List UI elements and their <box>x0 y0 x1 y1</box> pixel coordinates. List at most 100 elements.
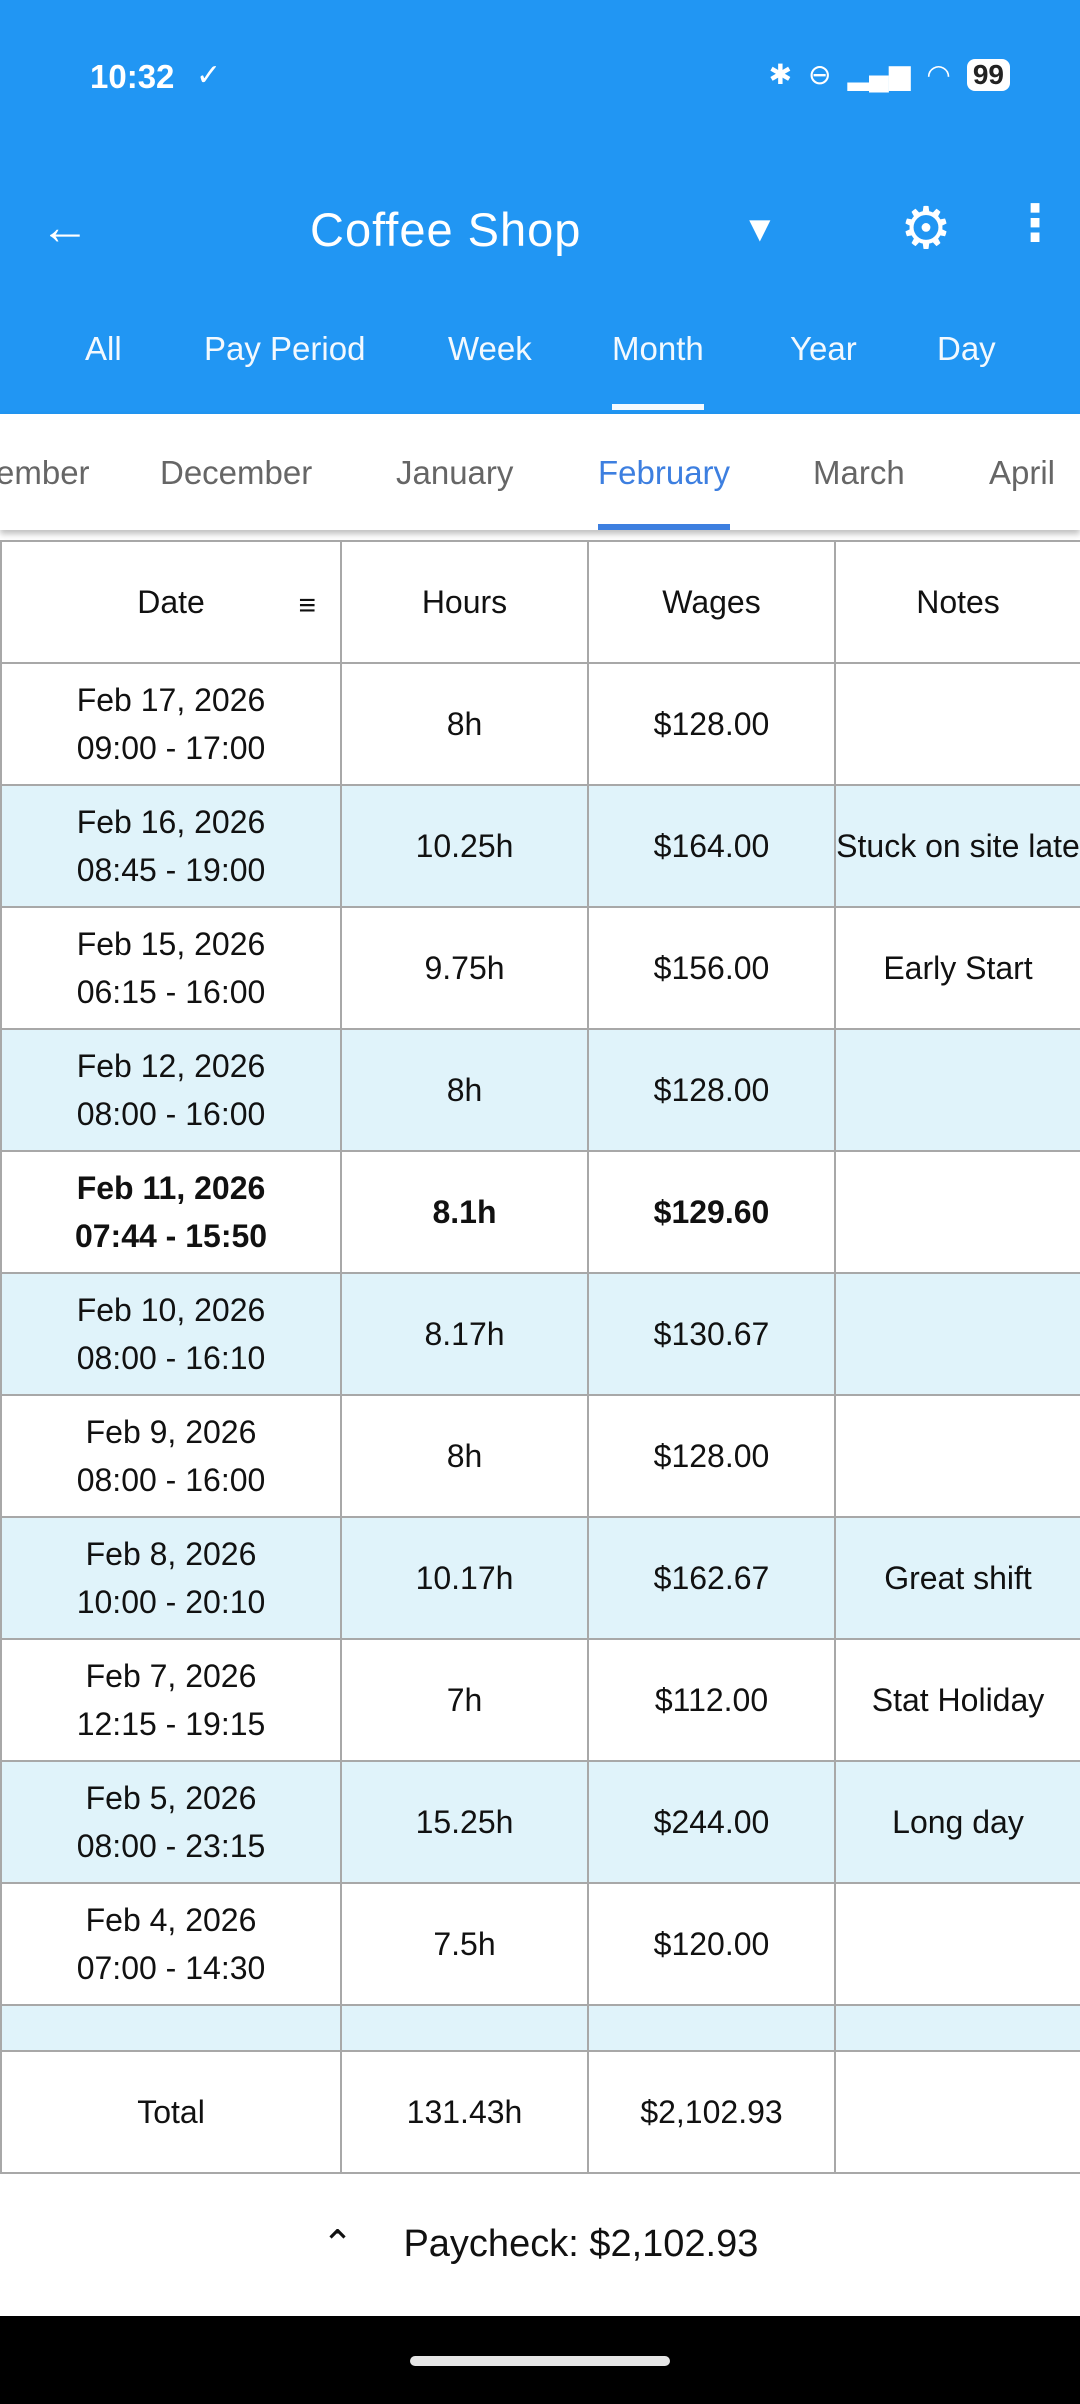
wages-cell: $130.67 <box>587 1272 836 1396</box>
wages-cell: $120.00 <box>587 1882 836 2006</box>
shift-date: Feb 15, 2026 <box>76 926 266 962</box>
signal-icon: ▂▄▆ <box>847 59 911 90</box>
dropdown-triangle-icon[interactable]: ▼ <box>742 208 778 249</box>
period-tabs: All Pay Period Week Month Year Day <box>0 330 1080 414</box>
month-tab-january[interactable]: January <box>396 454 514 491</box>
notes-cell <box>834 1882 1080 2006</box>
table-row[interactable]: Feb 17, 2026 09:00 - 17:00 8h $128.00 <box>0 662 1080 786</box>
date-cell: Feb 17, 2026 09:00 - 17:00 <box>0 662 342 786</box>
notes-cell <box>834 1028 1080 1152</box>
back-arrow-icon[interactable]: ← <box>40 199 90 255</box>
status-bar: 10:32 ✓ ✱ ⊖ ▂▄▆ ◠ 99 <box>0 52 1080 108</box>
wages-cell: $164.00 <box>587 784 836 908</box>
notes-cell: Early Start <box>834 906 1080 1030</box>
shift-date: Feb 9, 2026 <box>85 1414 257 1450</box>
shift-date: Feb 12, 2026 <box>76 1048 266 1084</box>
date-cell: Feb 5, 2026 08:00 - 23:15 <box>0 1760 342 1884</box>
hours-cell <box>340 2004 589 2050</box>
wifi-icon: ◠ <box>926 59 951 90</box>
header-notes: Notes <box>834 540 1080 664</box>
month-tab-november[interactable]: ember <box>0 454 90 491</box>
hours-cell: 7h <box>340 1638 589 1762</box>
wages-cell: $128.00 <box>587 662 836 786</box>
tab-year[interactable]: Year <box>790 330 857 367</box>
tab-all[interactable]: All <box>85 330 122 367</box>
table-row[interactable]: Feb 4, 2026 07:00 - 14:30 7.5h $120.00 <box>0 1882 1080 2006</box>
date-cell: Feb 10, 2026 08:00 - 16:10 <box>0 1272 342 1396</box>
header-date-label: Date <box>137 584 205 620</box>
table-row[interactable]: Feb 10, 2026 08:00 - 16:10 8.17h $130.67 <box>0 1272 1080 1396</box>
gear-icon[interactable]: ⚙ <box>900 196 952 261</box>
total-wages: $2,102.93 <box>587 2050 836 2174</box>
shift-date: Feb 5, 2026 <box>85 1780 257 1816</box>
header-wages: Wages <box>587 540 836 664</box>
shift-time: 08:00 - 16:00 <box>76 1462 266 1498</box>
job-selector-title[interactable]: Coffee Shop <box>310 203 582 256</box>
shift-date: Feb 7, 2026 <box>85 1658 257 1694</box>
table-row[interactable]: Feb 5, 2026 08:00 - 23:15 15.25h $244.00 … <box>0 1760 1080 1884</box>
notes-cell <box>834 1150 1080 1274</box>
paycheck-label: Paycheck: $2,102.93 <box>403 2222 759 2265</box>
wages-cell: $128.00 <box>587 1394 836 1518</box>
chevron-up-icon[interactable]: ⌃ <box>321 2223 354 2266</box>
hours-cell: 9.75h <box>340 906 589 1030</box>
header-date[interactable]: Date ≡ <box>0 540 342 664</box>
more-vert-icon[interactable]: ⋮ <box>1010 195 1060 251</box>
total-label: Total <box>0 2050 342 2174</box>
shift-date: Feb 3, 2026 <box>3 2042 339 2050</box>
hours-cell: 15.25h <box>340 1760 589 1884</box>
shift-date: Feb 16, 2026 <box>76 804 266 840</box>
sort-icon[interactable]: ≡ <box>298 589 316 622</box>
month-tabs: ember December January February March Ap… <box>0 414 1080 530</box>
tab-day[interactable]: Day <box>937 330 996 367</box>
notes-cell: Stuck on site late <box>834 784 1080 908</box>
shift-time: 08:00 - 16:10 <box>76 1340 266 1376</box>
table-row[interactable]: Feb 7, 2026 12:15 - 19:15 7h $112.00 Stat… <box>0 1638 1080 1762</box>
month-tab-december[interactable]: December <box>160 454 313 491</box>
shift-date: Feb 17, 2026 <box>76 682 266 718</box>
tab-month[interactable]: Month <box>612 330 704 410</box>
wages-cell: $244.00 <box>587 1760 836 1884</box>
shift-date: Feb 10, 2026 <box>76 1292 266 1328</box>
home-handle[interactable] <box>410 2356 670 2366</box>
hours-cell: 8.17h <box>340 1272 589 1396</box>
tab-pay-period[interactable]: Pay Period <box>204 330 366 367</box>
table-row[interactable]: Feb 12, 2026 08:00 - 16:00 8h $128.00 <box>0 1028 1080 1152</box>
hours-cell: 8.1h <box>340 1150 589 1274</box>
table-row[interactable]: Feb 16, 2026 08:45 - 19:00 10.25h $164.00… <box>0 784 1080 908</box>
hours-cell: 10.25h <box>340 784 589 908</box>
header-hours: Hours <box>340 540 589 664</box>
notes-cell <box>834 1272 1080 1396</box>
shift-date: Feb 8, 2026 <box>85 1536 257 1572</box>
table-row[interactable]: Feb 15, 2026 06:15 - 16:00 9.75h $156.00 … <box>0 906 1080 1030</box>
wages-cell: $162.67 <box>587 1516 836 1640</box>
hours-cell: 10.17h <box>340 1516 589 1640</box>
shift-time: 06:15 - 16:00 <box>76 974 266 1010</box>
shift-date: Feb 4, 2026 <box>85 1902 257 1938</box>
dnd-icon: ⊖ <box>808 59 832 90</box>
table-row[interactable]: Feb 9, 2026 08:00 - 16:00 8h $128.00 <box>0 1394 1080 1518</box>
table-row[interactable]: Feb 11, 2026 07:44 - 15:50 8.1h $129.60 <box>0 1150 1080 1274</box>
date-cell: Feb 9, 2026 08:00 - 16:00 <box>0 1394 342 1518</box>
shift-time: 09:00 - 17:00 <box>76 730 266 766</box>
notes-cell: Stat Holiday <box>834 1638 1080 1762</box>
tab-week[interactable]: Week <box>448 330 532 367</box>
shift-time: 07:44 - 15:50 <box>74 1218 268 1254</box>
table-row[interactable]: Feb 3, 2026 <box>0 2004 1080 2050</box>
month-tab-february[interactable]: February <box>598 454 731 530</box>
month-tab-april[interactable]: April <box>989 454 1056 491</box>
navigation-bar <box>0 2316 1080 2404</box>
total-hours: 131.43h <box>340 2050 589 2174</box>
paycheck-bar[interactable]: ⌃ Paycheck: $2,102.93 <box>0 2172 1080 2316</box>
notes-cell <box>834 2004 1080 2050</box>
wages-cell: $112.00 <box>587 1638 836 1762</box>
wages-cell: $128.00 <box>587 1028 836 1152</box>
date-cell: Feb 8, 2026 10:00 - 20:10 <box>0 1516 342 1640</box>
status-time: 10:32 <box>90 58 175 95</box>
app-bar: 10:32 ✓ ✱ ⊖ ▂▄▆ ◠ 99 ← Coffee Shop ▼ ⚙ ⋮… <box>0 0 1080 414</box>
battery-icon: 99 <box>966 58 1010 91</box>
date-cell: Feb 7, 2026 12:15 - 19:15 <box>0 1638 342 1762</box>
table-row[interactable]: Feb 8, 2026 10:00 - 20:10 10.17h $162.67 … <box>0 1516 1080 1640</box>
month-tab-march[interactable]: March <box>813 454 905 491</box>
shift-time: 12:15 - 19:15 <box>76 1706 266 1742</box>
